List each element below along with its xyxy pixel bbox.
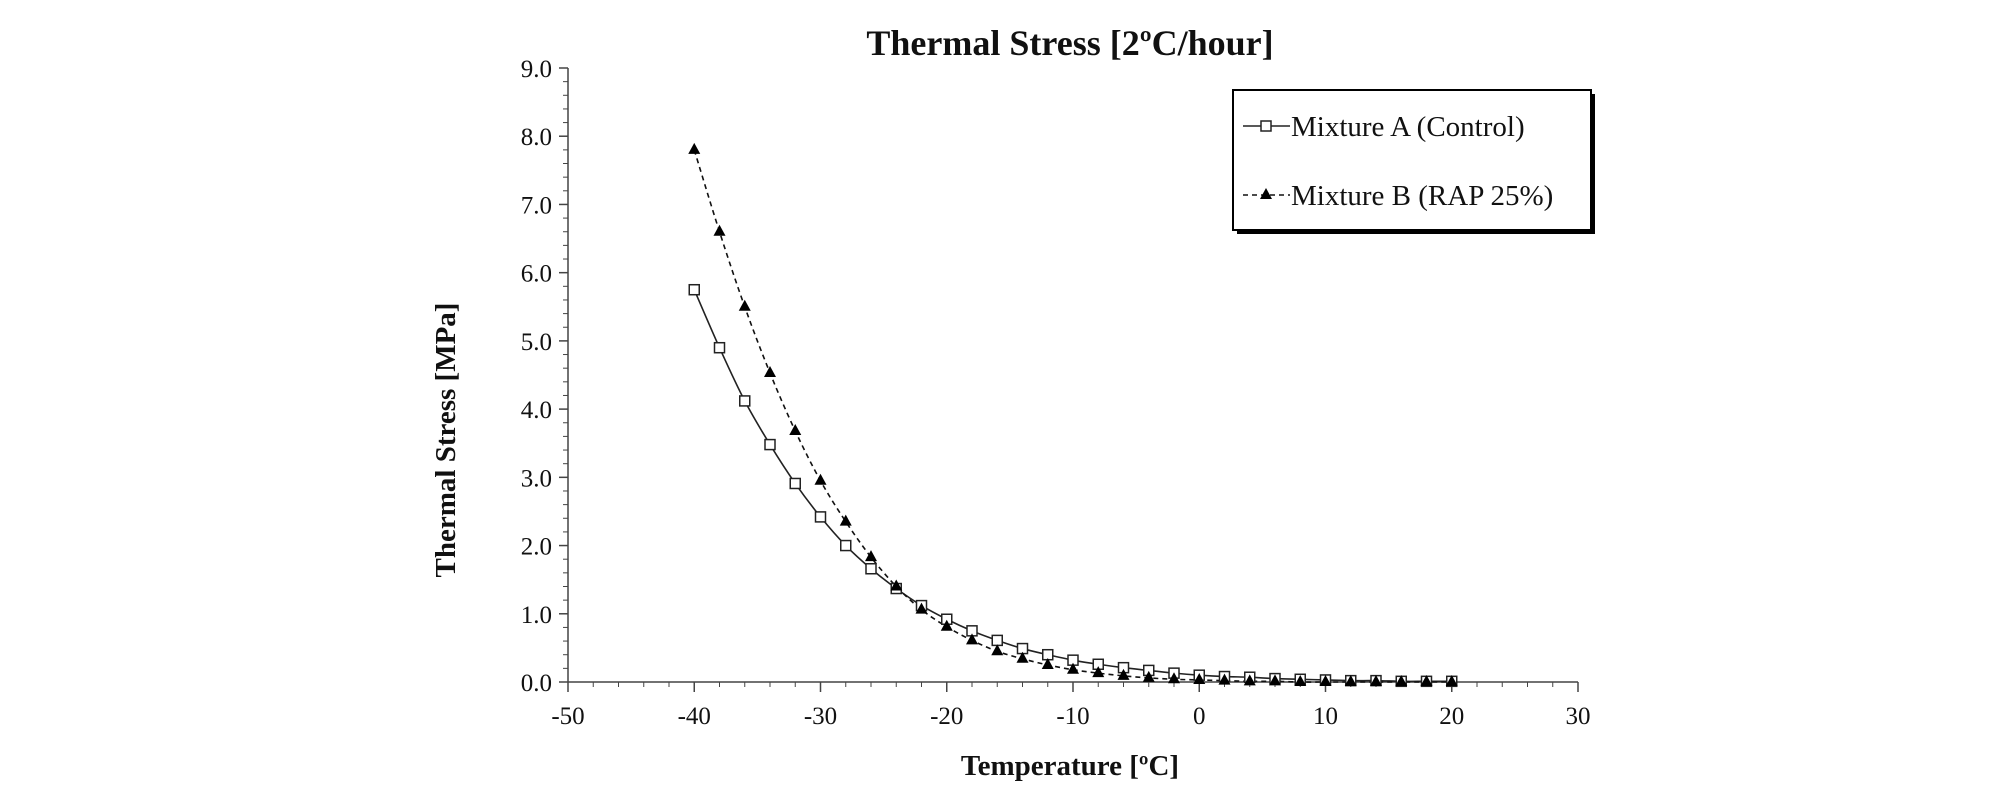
- data-point-mixture-b: [865, 550, 877, 562]
- data-point-mixture-b: [1294, 675, 1307, 686]
- data-point-mixture-b: [966, 633, 978, 645]
- data-point-mixture-a: [840, 539, 852, 552]
- data-point-mixture-b: [1092, 666, 1105, 678]
- data-point-mixture-a: [713, 341, 726, 354]
- y-tick-label: 9.0: [521, 56, 552, 83]
- legend-marker-mixture-b: [1260, 188, 1272, 199]
- data-point-mixture-b: [738, 299, 751, 311]
- y-tick-label: 0.0: [521, 670, 552, 697]
- data-point-mixture-b: [1117, 668, 1130, 680]
- data-point-mixture-b: [1420, 675, 1433, 686]
- y-tick-label: 5.0: [521, 329, 552, 356]
- legend-marker-mixture-a: [1260, 120, 1272, 132]
- x-tick-label: 30: [1566, 703, 1591, 730]
- y-tick-label: 3.0: [521, 465, 552, 492]
- data-point-mixture-a: [789, 477, 801, 490]
- data-point-mixture-b: [1168, 672, 1180, 684]
- x-tick-label: -10: [1056, 703, 1089, 730]
- data-point-mixture-b: [1193, 672, 1206, 684]
- data-point-mixture-b: [814, 473, 827, 485]
- data-point-mixture-b: [1142, 670, 1155, 682]
- data-point-mixture-b: [1016, 651, 1029, 663]
- data-point-mixture-b: [1370, 675, 1382, 686]
- data-point-mixture-b: [1218, 673, 1231, 685]
- data-point-mixture-b: [890, 579, 903, 591]
- y-tick-label: 6.0: [521, 261, 552, 288]
- data-point-mixture-b: [839, 514, 852, 526]
- data-point-mixture-b: [991, 644, 1004, 656]
- legend-label-mixture-a: Mixture A (Control): [1291, 111, 1525, 143]
- x-tick-label: 10: [1313, 703, 1338, 730]
- y-tick-label: 1.0: [521, 602, 552, 629]
- data-point-mixture-a: [814, 511, 827, 523]
- data-point-mixture-b: [1445, 675, 1458, 686]
- data-point-mixture-a: [991, 634, 1003, 647]
- data-point-mixture-b: [688, 142, 701, 154]
- x-tick-label: 0: [1193, 703, 1206, 730]
- legend-box: [1232, 89, 1592, 231]
- x-tick-label: -20: [930, 703, 963, 730]
- x-tick-label: -30: [804, 703, 837, 730]
- data-point-mixture-b: [789, 423, 802, 435]
- data-point-mixture-b: [915, 602, 928, 614]
- data-point-mixture-a: [739, 395, 751, 407]
- x-tick-label: -40: [678, 703, 711, 730]
- data-point-mixture-a: [865, 563, 877, 575]
- data-point-mixture-b: [1041, 657, 1054, 669]
- data-point-mixture-a: [764, 438, 776, 451]
- data-point-mixture-b: [1395, 675, 1408, 686]
- x-tick-label: 20: [1439, 703, 1464, 730]
- data-point-mixture-b: [764, 365, 776, 377]
- y-tick-label: 2.0: [521, 534, 552, 561]
- legend: Mixture A (Control) Mixture B (RAP 25%): [1232, 89, 1595, 234]
- legend-label-mixture-b: Mixture B (RAP 25%): [1291, 180, 1553, 212]
- chart-title: Thermal Stress [2ºC/hour]: [866, 23, 1273, 63]
- data-point-mixture-b: [1067, 662, 1079, 674]
- data-point-mixture-a: [688, 283, 700, 296]
- series-markers: [688, 142, 1458, 688]
- y-axis-label: Thermal Stress [MPa]: [430, 303, 462, 578]
- axes: 0.0 1.0 2.0 3.0 4.0 5.0 6.0 7.0 8.0 9.0 -50 -40 -30 -…: [521, 56, 1591, 730]
- data-point-mixture-b: [1243, 674, 1256, 686]
- data-point-mixture-b: [1319, 675, 1332, 686]
- y-tick-label: 4.0: [521, 397, 552, 424]
- x-tick-label: -50: [551, 703, 584, 730]
- y-tick-label: 8.0: [521, 124, 552, 151]
- y-tick-label: 7.0: [521, 192, 552, 219]
- x-axis-label: Temperature [ºC]: [961, 750, 1179, 782]
- data-point-mixture-b: [1344, 675, 1357, 686]
- data-point-mixture-b: [713, 224, 726, 236]
- data-point-mixture-b: [1269, 674, 1281, 686]
- data-point-mixture-b: [940, 619, 953, 631]
